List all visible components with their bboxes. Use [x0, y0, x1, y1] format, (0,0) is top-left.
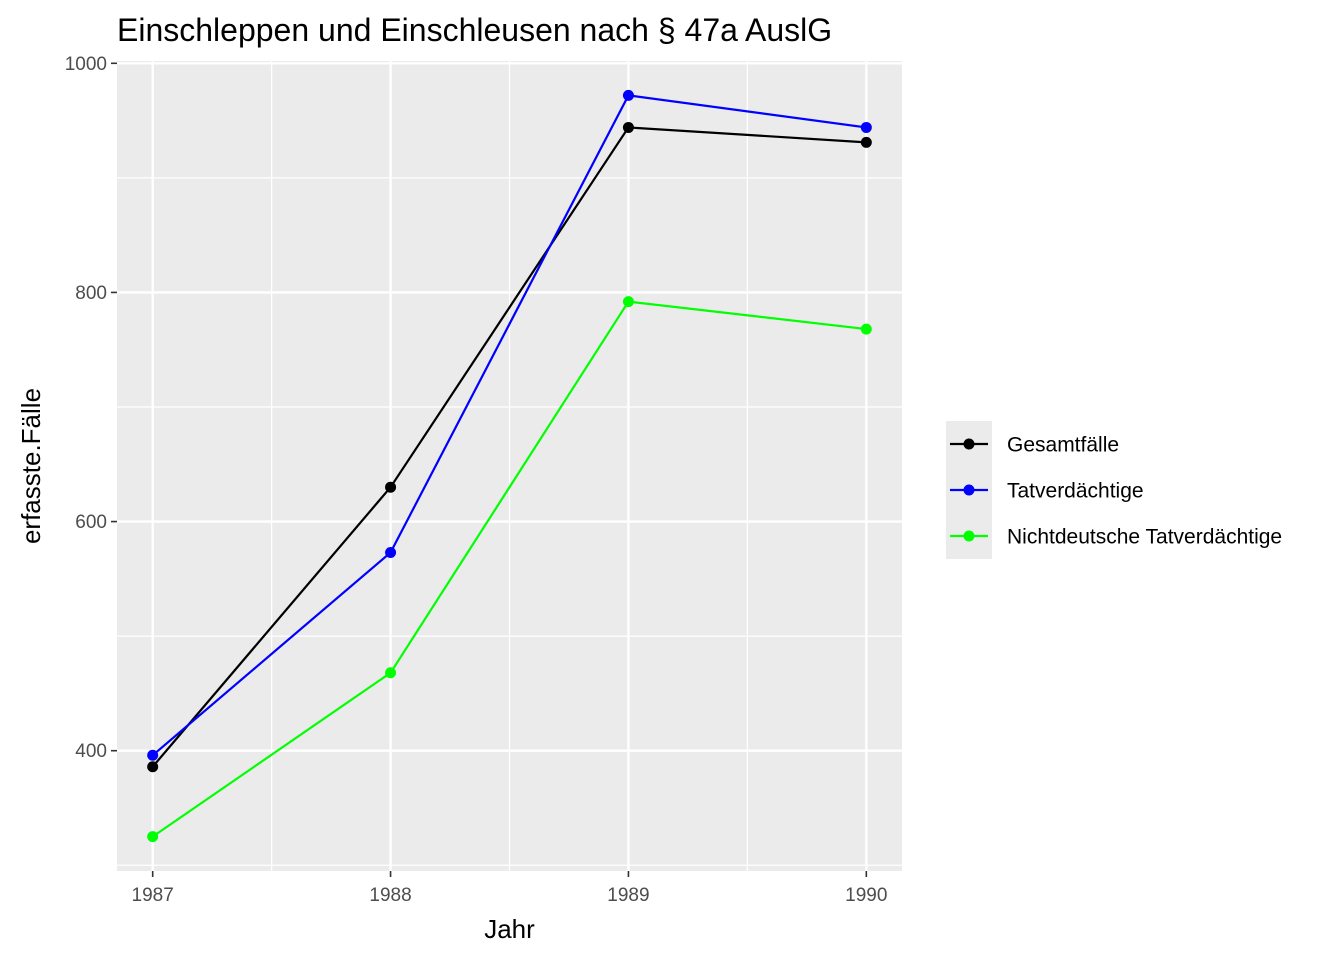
minor-gridlines: [117, 61, 902, 871]
legend-item: Nichtdeutsche Tatverdächtige: [950, 526, 1282, 549]
data-point: [147, 749, 159, 761]
chart-title: Einschleppen und Einschleusen nach § 47a…: [117, 12, 832, 48]
y-axis: 400 600 800 1000: [65, 54, 117, 762]
data-point: [385, 546, 397, 558]
series-line: [152, 300, 867, 838]
data-point: [147, 831, 159, 843]
major-gridlines: [117, 61, 902, 871]
y-tick-label: 400: [75, 741, 107, 762]
legend-key-point: [963, 530, 975, 542]
legend-key-point: [963, 438, 975, 450]
legend-item: Gesamtfälle: [950, 434, 1119, 457]
y-tick-label: 1000: [65, 54, 107, 75]
data-point: [385, 481, 397, 493]
series-line: [151, 94, 867, 757]
series-layer: [147, 89, 872, 843]
x-axis: 1987 1988 1989 1990: [132, 871, 887, 906]
legend-label: Gesamtfälle: [1007, 434, 1119, 457]
data-point: [622, 89, 634, 101]
legend-label: Nichtdeutsche Tatverdächtige: [1007, 526, 1282, 549]
y-tick-label: 800: [75, 283, 107, 304]
data-point: [622, 296, 634, 308]
y-tick-label: 600: [75, 512, 107, 533]
data-point: [622, 121, 634, 133]
y-axis-title: erfasste.Fälle: [16, 388, 46, 544]
data-point: [860, 323, 872, 335]
series-line: [151, 126, 867, 768]
legend-item: Tatverdächtige: [950, 480, 1144, 503]
x-tick-label: 1988: [369, 885, 411, 906]
legend: Gesamtfälle Tatverdächtige Nichtdeutsche T…: [946, 421, 1282, 559]
x-axis-title: Jahr: [484, 914, 535, 944]
data-point: [147, 761, 159, 773]
series-2: [147, 89, 872, 761]
series-3: [147, 296, 872, 843]
series-1: [147, 121, 872, 773]
data-point: [385, 667, 397, 679]
x-tick-label: 1990: [845, 885, 887, 906]
x-tick-label: 1989: [607, 885, 649, 906]
x-tick-label: 1987: [132, 885, 174, 906]
data-point: [860, 136, 872, 148]
legend-label: Tatverdächtige: [1007, 480, 1144, 503]
data-point: [860, 121, 872, 133]
legend-key-point: [963, 484, 975, 496]
